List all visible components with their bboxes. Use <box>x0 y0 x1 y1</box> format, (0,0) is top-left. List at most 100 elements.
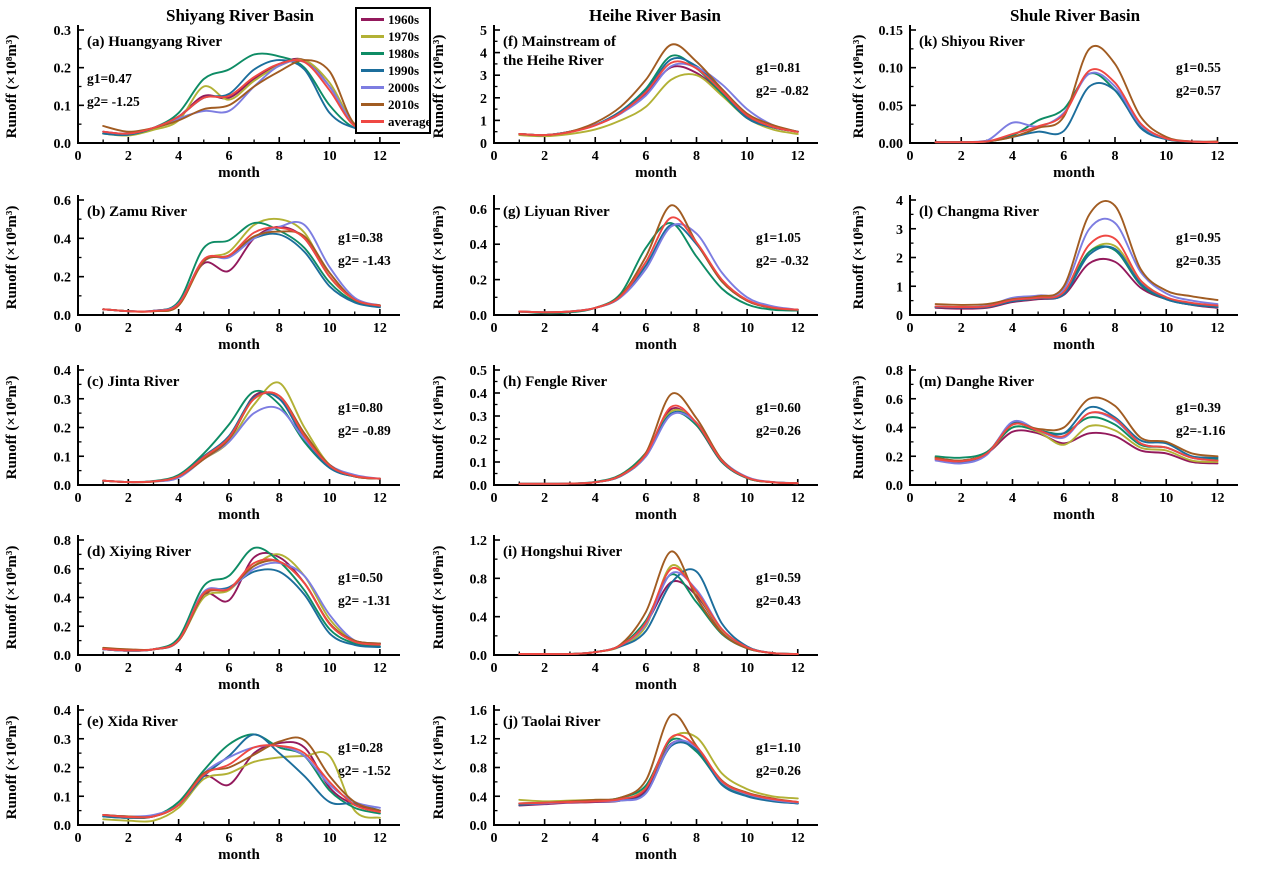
annotation-g1: g1=0.95 <box>1176 230 1221 245</box>
y-axis-label: Runoff (×10⁸m³) <box>431 376 447 480</box>
legend-entry-1990s: 1990s <box>361 62 427 79</box>
x-axis-label: month <box>218 677 260 690</box>
legend-line-swatch <box>361 18 384 21</box>
x-tick-label: 8 <box>1112 491 1119 506</box>
x-tick-label: 12 <box>1211 491 1225 506</box>
y-tick-label: 0.0 <box>54 309 72 324</box>
annotation-g2: g2=0.43 <box>756 593 801 608</box>
series-average <box>934 68 1219 144</box>
x-tick-label: 6 <box>642 149 649 164</box>
y-tick-label: 0.1 <box>54 99 72 114</box>
panel-i: 0 2 4 6 8 10 12 0.0 0.4 0.8 1.2 Runoff (×10⁸m³) mont… <box>430 520 850 695</box>
x-tick-label: 0 <box>491 491 498 506</box>
x-axis-label: month <box>1053 165 1095 180</box>
x-tick-label: 8 <box>276 831 283 846</box>
x-tick-label: 8 <box>1112 149 1119 164</box>
x-tick-label: 2 <box>125 491 132 506</box>
annotation-g2: g2=0.35 <box>1176 253 1221 268</box>
y-tick-label: 0.0 <box>54 819 72 834</box>
x-tick-label: 8 <box>693 321 700 336</box>
x-tick-label: 8 <box>276 491 283 506</box>
annotation-g2: g2= -0.82 <box>756 83 809 98</box>
x-tick-label: 10 <box>740 321 754 336</box>
y-axis-label: Runoff (×10⁸m³) <box>431 206 447 310</box>
x-axis-label: month <box>635 337 677 350</box>
y-tick-label: 0.6 <box>886 393 904 408</box>
x-tick-label: 10 <box>1159 149 1173 164</box>
x-axis-label: month <box>218 507 260 520</box>
y-tick-label: 0.6 <box>470 203 488 218</box>
y-tick-label: 2 <box>896 252 903 267</box>
x-tick-label: 12 <box>373 321 387 336</box>
annotation-g1: g1=0.47 <box>87 71 132 86</box>
legend-line-swatch <box>361 52 384 55</box>
annotation-g1: g1=0.38 <box>338 230 383 245</box>
y-tick-label: 0.4 <box>886 422 904 437</box>
x-tick-label: 2 <box>541 149 548 164</box>
legend-entry-1980s: 1980s <box>361 45 427 62</box>
y-tick-label: 0.0 <box>54 137 72 152</box>
y-tick-label: 0.05 <box>879 99 904 114</box>
annotation-g2: g2=0.26 <box>756 423 801 438</box>
y-tick-label: 0.4 <box>54 592 72 607</box>
x-axis-label: month <box>218 337 260 350</box>
y-tick-label: 0 <box>896 309 903 324</box>
y-tick-label: 4 <box>896 194 903 209</box>
x-tick-label: 2 <box>541 661 548 676</box>
y-tick-label: 0.2 <box>470 433 488 448</box>
x-tick-label: 0 <box>75 149 82 164</box>
x-axis-label: month <box>635 165 677 180</box>
x-tick-label: 10 <box>323 661 337 676</box>
y-tick-label: 4 <box>480 47 487 62</box>
x-axis-label: month <box>635 677 677 690</box>
x-tick-label: 0 <box>75 321 82 336</box>
panel-label: (m) Danghe River <box>919 374 1034 390</box>
y-tick-label: 0.15 <box>879 24 904 39</box>
y-axis-label: Runoff (×10⁸m³) <box>4 546 20 650</box>
series-average <box>934 234 1219 309</box>
x-axis-label: month <box>1053 507 1095 520</box>
chart-d: 0 2 4 6 8 10 12 0.0 0.2 0.4 0.6 0.8 Runoff (×10⁸m³) m… <box>4 534 400 693</box>
annotation-g2: g2= -1.31 <box>338 593 391 608</box>
x-axis-label: month <box>218 847 260 863</box>
series-1970s <box>102 750 381 823</box>
series-1980s <box>102 52 381 136</box>
y-axis-label: Runoff (×10⁸m³) <box>431 546 447 650</box>
x-tick-label: 8 <box>693 661 700 676</box>
annotation-g2: g2= -0.89 <box>338 423 391 438</box>
panel-g: 0 2 4 6 8 10 12 0.0 0.2 0.4 0.6 Runoff (×10⁸m³) mont… <box>430 180 850 355</box>
x-tick-label: 10 <box>323 831 337 846</box>
x-axis-label: month <box>1053 337 1095 350</box>
x-tick-label: 10 <box>323 321 337 336</box>
x-tick-label: 0 <box>491 661 498 676</box>
x-tick-label: 10 <box>740 491 754 506</box>
y-tick-label: 0.6 <box>54 563 72 578</box>
y-tick-label: 0.8 <box>54 534 72 549</box>
x-tick-label: 6 <box>642 321 649 336</box>
x-tick-label: 4 <box>175 149 182 164</box>
series-average <box>102 226 381 313</box>
x-tick-label: 4 <box>175 661 182 676</box>
x-tick-label: 2 <box>125 831 132 846</box>
annotation-g1: g1=1.05 <box>756 230 801 245</box>
x-tick-label: 8 <box>276 149 283 164</box>
y-tick-label: 0.2 <box>54 62 72 77</box>
panel-label: (f) Mainstream of <box>503 34 617 50</box>
panel-f: 0 2 4 6 8 10 12 0 1 2 3 4 5 Runoff (×10⁸m³) month (f) M… <box>430 0 850 185</box>
chart-i: 0 2 4 6 8 10 12 0.0 0.4 0.8 1.2 Runoff (×10⁸m³) mont… <box>431 534 818 693</box>
x-tick-label: 2 <box>541 831 548 846</box>
panel-e: 0 2 4 6 8 10 12 0.0 0.1 0.2 0.3 0.4 Runoff (×10⁸m³) m… <box>0 690 430 887</box>
x-tick-label: 6 <box>642 831 649 846</box>
annotation-g2: g2=0.57 <box>1176 83 1221 98</box>
x-tick-label: 10 <box>1159 321 1173 336</box>
y-tick-label: 0.3 <box>470 410 488 425</box>
legend-entry-label: 1960s <box>388 11 420 27</box>
chart-k: 0 2 4 6 8 10 12 0.00 0.05 0.10 0.15 Runoff (×10⁸m³)… <box>851 24 1238 181</box>
x-tick-label: 8 <box>693 491 700 506</box>
x-axis-label: month <box>635 507 677 520</box>
panel-label: (c) Jinta River <box>87 374 180 390</box>
annotation-g2: g2= -1.43 <box>338 253 391 268</box>
y-tick-label: 0.3 <box>54 393 72 408</box>
x-tick-label: 4 <box>175 491 182 506</box>
x-tick-label: 4 <box>592 149 599 164</box>
